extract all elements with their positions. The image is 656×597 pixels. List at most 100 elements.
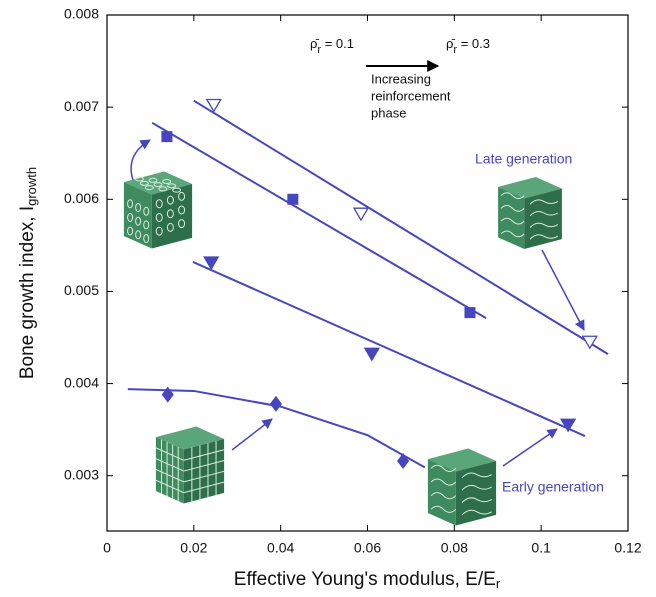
cube-pore bbox=[178, 205, 186, 215]
cube-pore bbox=[127, 199, 134, 209]
cube-channel bbox=[461, 484, 493, 491]
cube-strut bbox=[155, 458, 185, 472]
cube-pore bbox=[143, 234, 150, 244]
cube-channel bbox=[430, 464, 457, 472]
cube-strut bbox=[183, 449, 225, 461]
point bbox=[161, 131, 173, 143]
rho-value: = 0.3 bbox=[457, 36, 490, 51]
cube-pore bbox=[162, 178, 172, 184]
cube-strut bbox=[155, 447, 185, 461]
cube-top bbox=[155, 426, 225, 450]
cube-pore bbox=[135, 216, 142, 226]
rho-sub: r bbox=[453, 44, 457, 56]
y-tick-label: 0.006 bbox=[64, 190, 99, 206]
cube-channel bbox=[430, 478, 457, 486]
cube-channel bbox=[500, 217, 525, 225]
cube-right bbox=[455, 460, 497, 526]
y-tick-label: 0.005 bbox=[64, 282, 99, 298]
pointer-arrow bbox=[130, 139, 151, 181]
early-label: Early generation bbox=[502, 479, 604, 495]
cube-strut bbox=[155, 479, 185, 494]
rho-sub: r bbox=[317, 44, 321, 56]
rho-value: = 0.1 bbox=[321, 36, 354, 51]
y-tick-label: 0.004 bbox=[64, 374, 99, 390]
cube-pore bbox=[166, 195, 174, 205]
x-title-main: Effective Young's modulus, E/E bbox=[234, 569, 496, 590]
cube-channel bbox=[529, 222, 559, 228]
late-label: Late generation bbox=[475, 151, 572, 167]
cube-channel bbox=[500, 204, 525, 212]
x-tick-label: 0.02 bbox=[180, 540, 207, 556]
point bbox=[161, 386, 174, 403]
point bbox=[287, 193, 299, 205]
cube-channel bbox=[529, 234, 559, 240]
cube-left bbox=[123, 182, 152, 249]
annotation-line: reinforcement bbox=[371, 88, 451, 103]
x-axis-title: Effective Young's modulus, E/Er bbox=[234, 569, 501, 591]
y-title-main: Bone growth index, I bbox=[17, 206, 38, 379]
rho-high: ρ̄r = 0.3 bbox=[446, 36, 490, 55]
cube-left bbox=[498, 186, 525, 249]
cube-pore bbox=[158, 186, 168, 192]
cube-image bbox=[123, 171, 193, 249]
cube-pore bbox=[135, 203, 142, 213]
x-tick-label: 0.08 bbox=[441, 540, 468, 556]
pointer-arrow bbox=[541, 249, 585, 331]
cube-channel bbox=[461, 472, 493, 479]
fit-line bbox=[192, 261, 586, 438]
cube-top bbox=[498, 177, 562, 199]
annotation-line: phase bbox=[371, 105, 406, 120]
x-tick-label: 0.12 bbox=[614, 540, 641, 556]
cube-pore bbox=[134, 176, 144, 182]
point bbox=[397, 452, 410, 469]
y-tick-label: 0.008 bbox=[64, 6, 99, 22]
annotation-line: Increasing bbox=[371, 71, 431, 86]
cube-image bbox=[427, 448, 497, 526]
cube-right bbox=[183, 438, 225, 504]
pointer-arrow bbox=[502, 428, 558, 467]
cube-pore bbox=[155, 226, 163, 236]
cube-pore bbox=[178, 191, 186, 201]
pointer-arrow bbox=[231, 418, 273, 451]
y-tick-label: 0.003 bbox=[64, 466, 99, 482]
cube-top bbox=[427, 448, 497, 472]
cube-pore bbox=[135, 230, 142, 240]
x-tick-label: 0 bbox=[103, 540, 111, 556]
cube-pore bbox=[153, 182, 163, 188]
rho-low: ρ̄r = 0.1 bbox=[310, 36, 354, 55]
point bbox=[269, 395, 282, 412]
cube-channel bbox=[529, 199, 559, 205]
cube-channel bbox=[430, 505, 457, 513]
cube-channel bbox=[529, 211, 559, 217]
cube-pore bbox=[139, 180, 149, 186]
cube-pore bbox=[127, 226, 134, 236]
fit-line bbox=[151, 121, 487, 320]
cube-pore bbox=[155, 199, 163, 209]
cube-channel bbox=[500, 230, 525, 238]
cube-right bbox=[151, 183, 193, 249]
cube-left bbox=[427, 459, 456, 526]
fit-line bbox=[127, 388, 426, 469]
cube-right bbox=[524, 188, 562, 249]
cube-pore bbox=[166, 209, 174, 219]
x-tick-label: 0.04 bbox=[267, 540, 294, 556]
rho-symbol: ρ̄ bbox=[310, 36, 319, 51]
cube-image bbox=[155, 426, 225, 504]
point bbox=[363, 347, 380, 362]
y-tick-label: 0.007 bbox=[64, 98, 99, 114]
x-tick-label: 0.1 bbox=[531, 540, 551, 556]
cube-channel bbox=[430, 492, 457, 500]
point bbox=[352, 207, 370, 222]
cube-channel bbox=[461, 497, 493, 503]
cube-pore bbox=[143, 220, 150, 230]
cube-pore bbox=[172, 187, 182, 193]
cube-pore bbox=[144, 185, 154, 191]
point bbox=[559, 418, 577, 433]
y-title-sub: growth bbox=[24, 167, 39, 206]
cube-channel bbox=[461, 509, 493, 516]
cube-strut bbox=[183, 481, 225, 494]
fit-line bbox=[193, 99, 609, 355]
rho-symbol: ρ̄ bbox=[446, 36, 455, 51]
cube-channel bbox=[500, 192, 525, 199]
